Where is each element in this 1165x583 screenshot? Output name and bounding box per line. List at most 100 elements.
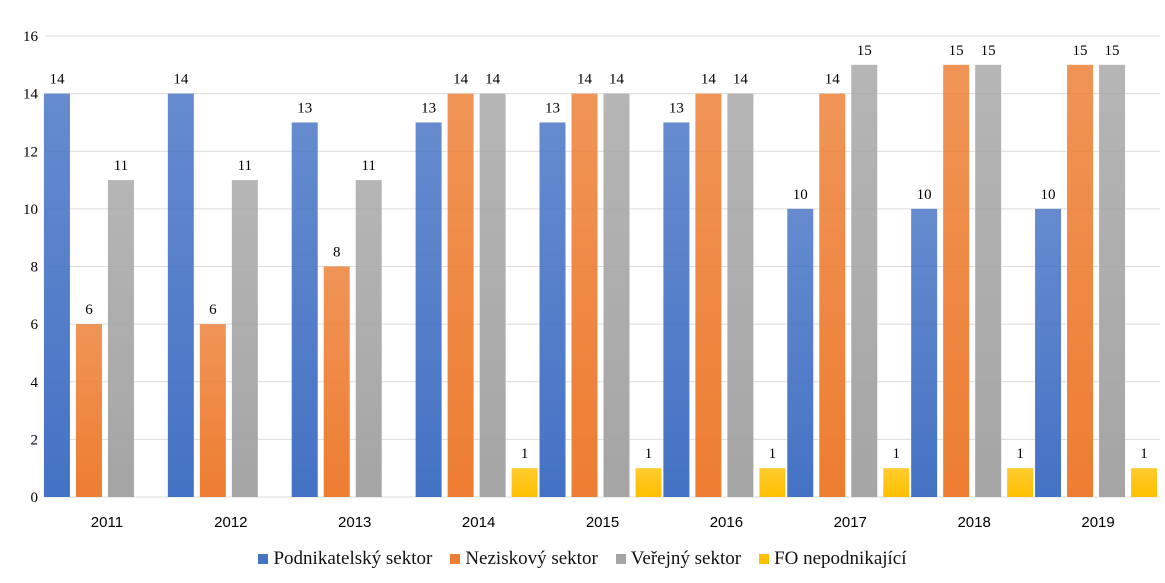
data-label: 15: [1105, 43, 1120, 59]
x-tick-label: 2019: [1081, 514, 1114, 531]
data-label: 14: [609, 72, 625, 88]
bar-2014-series-1: [415, 122, 442, 497]
bar-2017-series-4: [883, 468, 910, 497]
data-label: 1: [1140, 446, 1148, 462]
data-label: 10: [793, 187, 808, 203]
data-label: 10: [917, 187, 932, 203]
data-label: 14: [825, 72, 841, 88]
data-label: 1: [645, 446, 653, 462]
bar-2017-series-3: [851, 64, 878, 497]
data-label: 14: [453, 72, 469, 88]
data-label: 8: [333, 245, 341, 261]
legend-item: Veřejný sektor: [615, 548, 742, 570]
bar-2018-series-4: [1007, 468, 1034, 497]
bar-2012-series-2: [199, 324, 226, 497]
bar-2011-series-1: [43, 93, 70, 497]
legend-label: FO nepodnikající: [774, 548, 907, 569]
data-label: 14: [733, 72, 749, 88]
bar-2016-series-2: [695, 93, 722, 497]
y-tick-label: 8: [31, 260, 39, 276]
bar-2013-series-1: [291, 122, 318, 497]
bar-2013-series-2: [323, 266, 350, 497]
x-tick-label: 2017: [834, 514, 867, 531]
data-label: 11: [361, 158, 375, 174]
data-label: 13: [421, 100, 436, 116]
data-label: 11: [114, 158, 128, 174]
bar-2012-series-1: [167, 93, 194, 497]
legend-item: Podnikatelský sektor: [258, 548, 432, 570]
y-tick-label: 6: [31, 317, 39, 333]
bar-2014-series-2: [447, 93, 474, 497]
bar-2019-series-1: [1035, 208, 1062, 497]
y-tick-label: 0: [31, 490, 39, 506]
legend-swatch: [258, 554, 269, 564]
x-tick-label: 2014: [462, 514, 495, 531]
legend-label: Podnikatelský sektor: [273, 548, 433, 569]
bar-2014-series-3: [479, 93, 506, 497]
legend-label: Veřejný sektor: [630, 548, 742, 569]
bar-2019-series-4: [1131, 468, 1158, 497]
x-tick-label: 2016: [710, 514, 743, 531]
x-tick-label: 2013: [338, 514, 371, 531]
y-tick-label: 2: [31, 432, 39, 448]
bar-2015-series-4: [635, 468, 662, 497]
bar-2015-series-1: [539, 122, 566, 497]
data-label: 1: [769, 446, 777, 462]
y-tick-label: 10: [23, 202, 38, 218]
y-tick-label: 14: [23, 87, 39, 103]
bar-2017-series-2: [819, 93, 846, 497]
x-tick-label: 2018: [957, 514, 990, 531]
data-label: 15: [981, 43, 996, 59]
legend-swatch: [615, 554, 626, 564]
bar-2017-series-1: [787, 208, 814, 497]
data-label: 1: [893, 446, 901, 462]
legend: Podnikatelský sektor Neziskový sektor Veře…: [0, 546, 1165, 572]
x-tick-label: 2015: [586, 514, 619, 531]
bar-2015-series-2: [571, 93, 598, 497]
bar-2011-series-3: [107, 180, 134, 497]
bar-2016-series-1: [663, 122, 690, 497]
bar-2013-series-3: [355, 180, 382, 497]
data-label: 1: [1016, 446, 1024, 462]
bars: [43, 64, 1158, 497]
data-label: 1: [521, 446, 529, 462]
gridlines: [45, 35, 1160, 498]
y-tick-label: 12: [23, 144, 38, 160]
legend-swatch: [450, 554, 461, 564]
data-label: 14: [701, 72, 717, 88]
data-label: 15: [857, 43, 872, 59]
data-label: 14: [173, 72, 189, 88]
bar-2015-series-3: [603, 93, 630, 497]
data-label: 13: [545, 100, 560, 116]
x-tick-label: 2011: [91, 514, 123, 531]
data-label: 6: [209, 302, 217, 318]
bar-2018-series-1: [911, 208, 938, 497]
data-label: 10: [1041, 187, 1056, 203]
data-label: 15: [949, 43, 964, 59]
data-label: 13: [669, 100, 684, 116]
data-label: 13: [297, 100, 312, 116]
bar-2018-series-3: [975, 64, 1002, 497]
bar-2012-series-3: [231, 180, 258, 497]
x-tick-label: 2012: [214, 514, 247, 531]
bar-2019-series-3: [1099, 64, 1126, 497]
bar-2019-series-2: [1067, 64, 1094, 497]
data-label: 11: [238, 158, 252, 174]
data-label: 14: [577, 72, 593, 88]
bar-2018-series-2: [943, 64, 970, 497]
legend-item: FO nepodnikající: [759, 548, 907, 570]
y-tick-label: 4: [31, 375, 39, 391]
bar-2014-series-4: [511, 468, 538, 497]
legend-label: Neziskový sektor: [465, 548, 598, 569]
bar-2016-series-4: [759, 468, 786, 497]
bar-2011-series-2: [75, 324, 102, 497]
data-label: 6: [85, 302, 93, 318]
data-label: 14: [485, 72, 501, 88]
data-label: 14: [49, 72, 65, 88]
legend-item: Neziskový sektor: [450, 548, 598, 570]
bar-2016-series-3: [727, 93, 754, 497]
y-tick-label: 16: [23, 29, 39, 45]
